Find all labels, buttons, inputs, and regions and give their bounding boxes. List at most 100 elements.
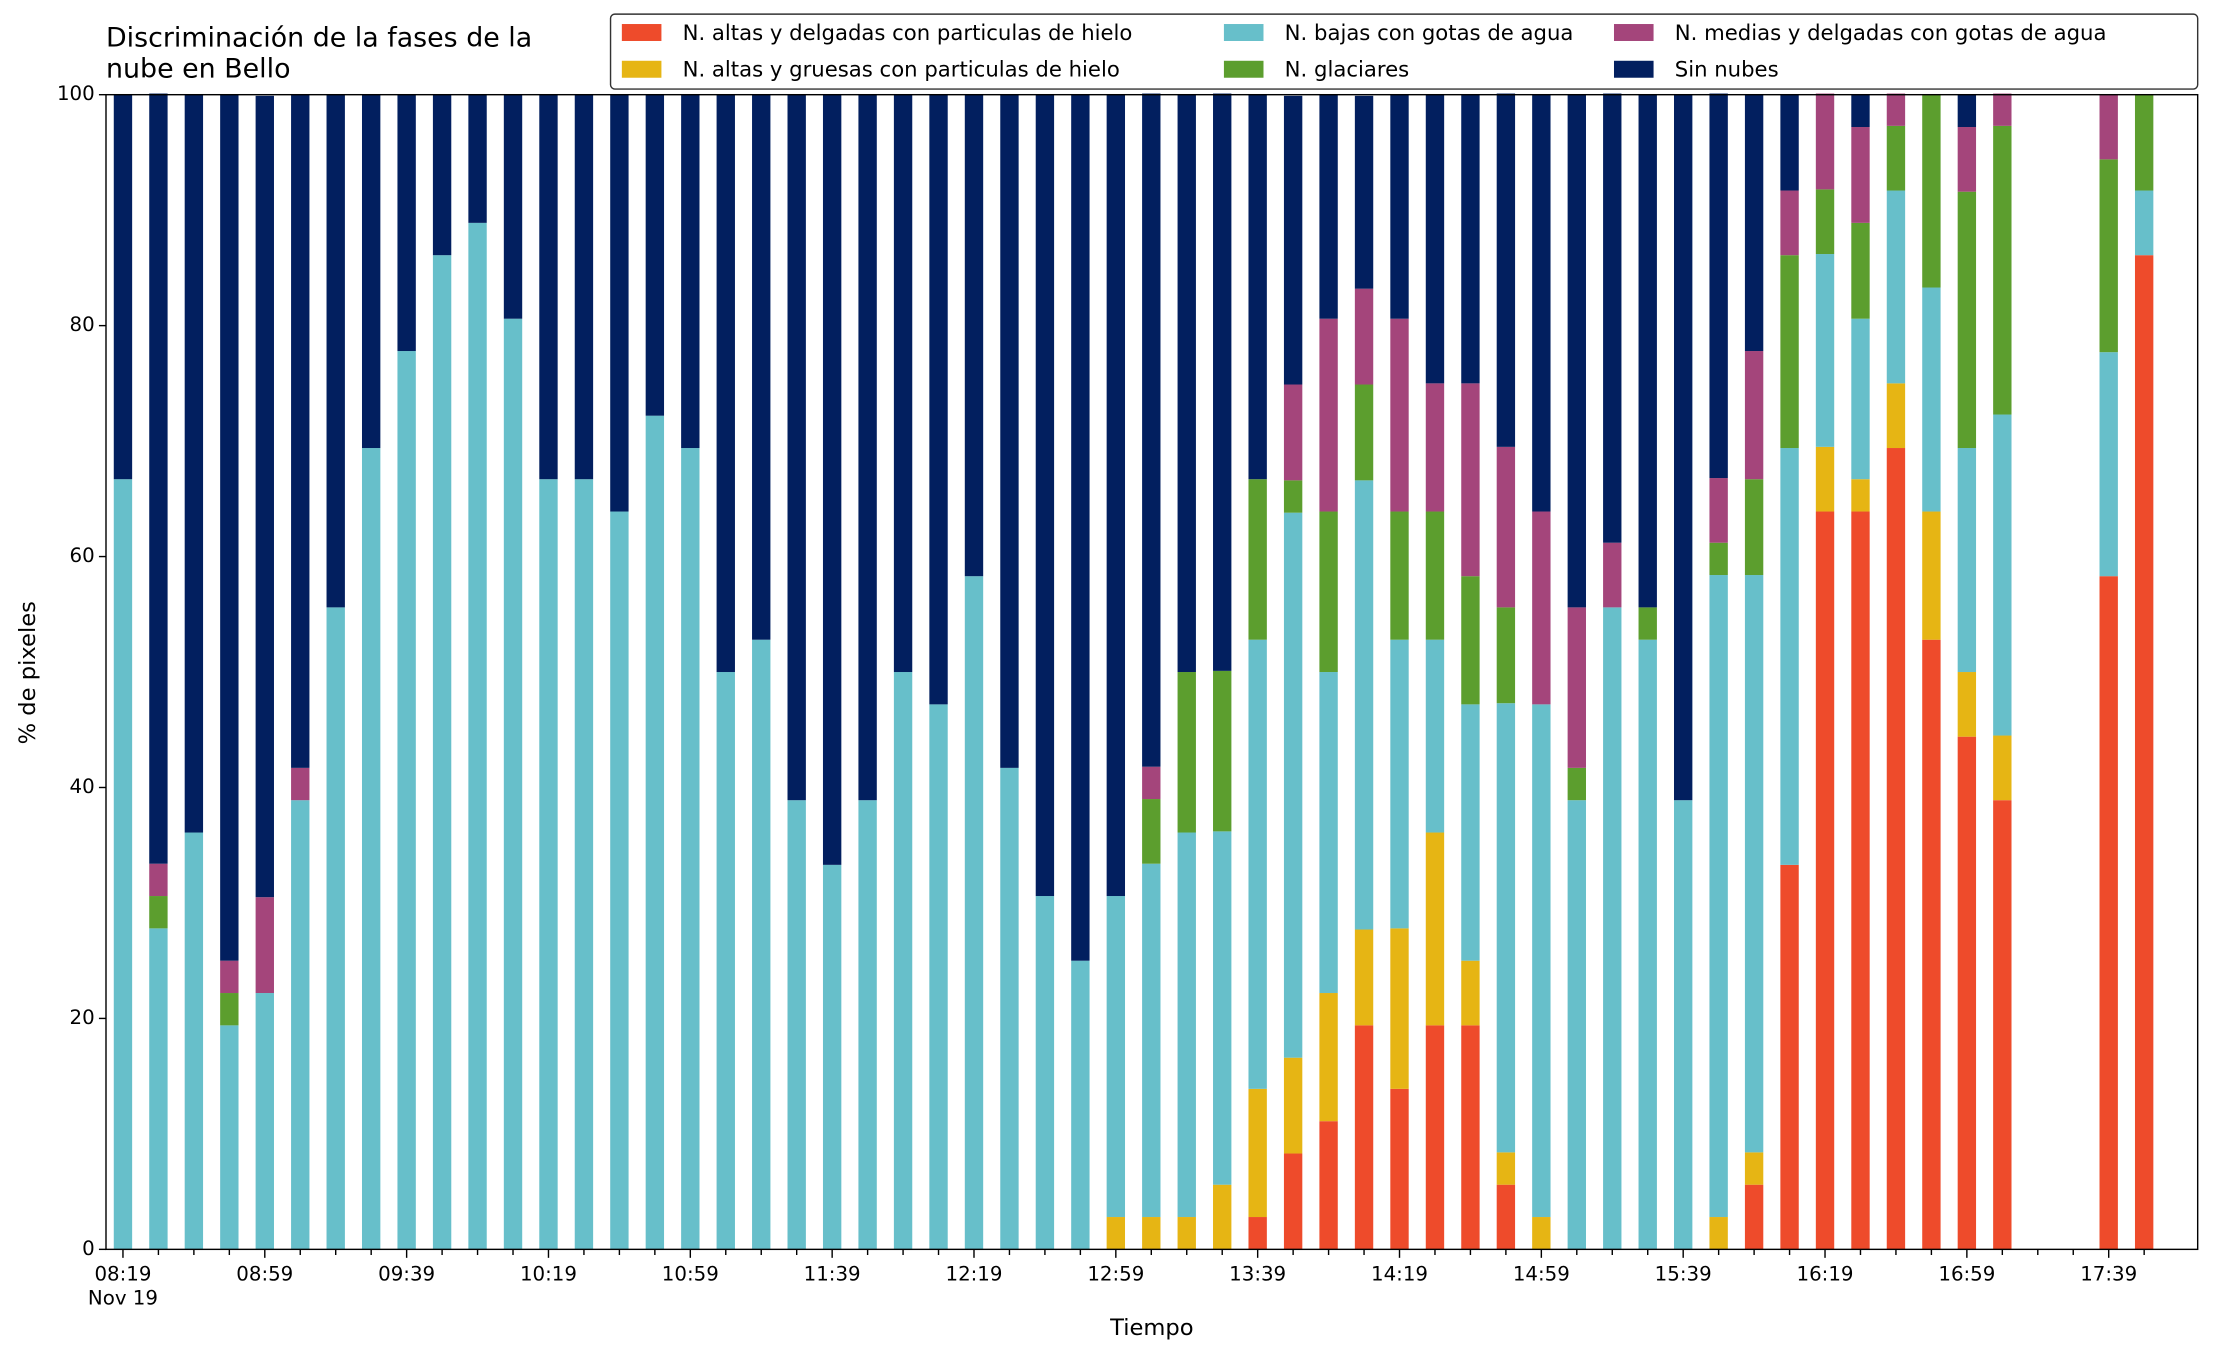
bar-segment [184,832,204,1250]
bar-segment [184,94,204,833]
y-tick-label: 80 [70,313,95,336]
bar-segment [1496,93,1516,447]
bar-segment [1390,1088,1409,1250]
x-tick-label: 11:39 [804,1262,861,1285]
bar-segment [149,93,168,864]
bar-segment [397,94,416,352]
bar-segment [1603,542,1622,608]
bar-segment [1071,94,1090,961]
bar-segment [1496,1152,1516,1185]
bar-segment [1319,993,1338,1122]
bar-segment [964,576,984,1250]
bar-segment [1496,446,1516,608]
bar-segment [113,94,133,480]
bar-segment [1851,222,1870,319]
bar-segment [1886,448,1906,1250]
bar-segment [1461,704,1480,961]
bar-segment [1532,704,1551,1218]
bar-segment [1957,94,1977,128]
bar-segment [1922,511,1941,640]
bar-segment [1744,479,1764,576]
bar-segment [1425,832,1445,1026]
bar-segment [1177,672,1196,833]
bar-segment [1425,383,1445,512]
bar-segment [1815,254,1835,447]
bar-segment [1142,766,1161,800]
legend-label: Sin nubes [1675,57,1779,82]
legend-label: N. altas y delgadas con particulas de hi… [683,20,1133,45]
bar-segment [1248,639,1267,1089]
legend-label: N. glaciares [1285,57,1409,82]
bar-segment [1780,255,1799,449]
bar-segment [1461,1025,1480,1250]
bar-segment [1851,479,1870,512]
bar-segment [1957,127,1977,192]
bar-segment [1603,93,1622,543]
bar-segment [1709,575,1728,1218]
bar-segment [1106,94,1126,897]
bar-segment [149,863,168,897]
bar-segment [1780,864,1799,1250]
bar-segment [220,94,239,961]
bar-segment [326,607,345,1250]
bar-segment [574,479,594,1250]
bar-segment [574,94,594,480]
bar-segment [468,222,487,1250]
bar-segment [361,448,381,1250]
bar-segment [291,94,310,768]
bar-segment [2134,94,2154,191]
bar-segment [1213,831,1232,1185]
bar-segment [645,94,665,416]
x-tick-label: 14:59 [1513,1262,1570,1285]
bar-segment [964,94,984,577]
bar-segment [716,94,735,673]
bar-segment [1922,287,1941,512]
legend-label: N. altas y gruesas con particulas de hie… [683,57,1120,82]
bar-segment [1815,93,1835,190]
bar-segment [1461,383,1480,577]
bar-segment [1780,190,1799,256]
bar-segment [255,897,274,994]
bar-segment [2134,255,2154,1250]
bar-segment [1142,799,1161,864]
bar-segment [1673,94,1693,801]
bar-segment [752,639,771,1250]
bar-segment [610,511,629,1250]
legend-label: N. medias y delgadas con gotas de agua [1675,20,2107,45]
bar-segment [1213,670,1232,832]
bar-segment [681,448,700,1250]
bar-segment [1425,1025,1445,1250]
bar-segment [539,479,558,1250]
bar-segment [752,94,771,640]
bar-segment [2099,352,2118,577]
bar-segment [1638,94,1657,608]
bar-segment [1709,93,1728,479]
bar-segment [716,672,735,1250]
legend-swatch [1223,24,1264,41]
bar-segment [1886,190,1906,384]
bar-segment [539,94,558,480]
bar-segment [1000,94,1019,768]
bar-segment [1851,511,1870,1250]
x-tick-label: 16:19 [1797,1262,1854,1285]
legend-box [609,13,2199,90]
bar-segment [1283,512,1303,1058]
bar-segment [1390,318,1409,512]
bar-segment [1283,1153,1303,1250]
bar-segment [1213,93,1232,671]
bar-segment [1248,479,1267,640]
legend-swatch [1613,60,1654,78]
bar-segment [893,94,913,673]
bar-segment [1957,448,1977,673]
bar-segment [1000,767,1019,1250]
bar-segment [255,95,274,898]
bar-segment [1780,448,1799,865]
x-tick-label: 10:59 [662,1262,719,1285]
bar-segment [1248,1217,1267,1250]
bar-segment [291,800,310,1250]
plot-frame [105,93,2199,1251]
bar-segment [1851,94,1870,128]
y-tick-label: 20 [70,1006,95,1029]
